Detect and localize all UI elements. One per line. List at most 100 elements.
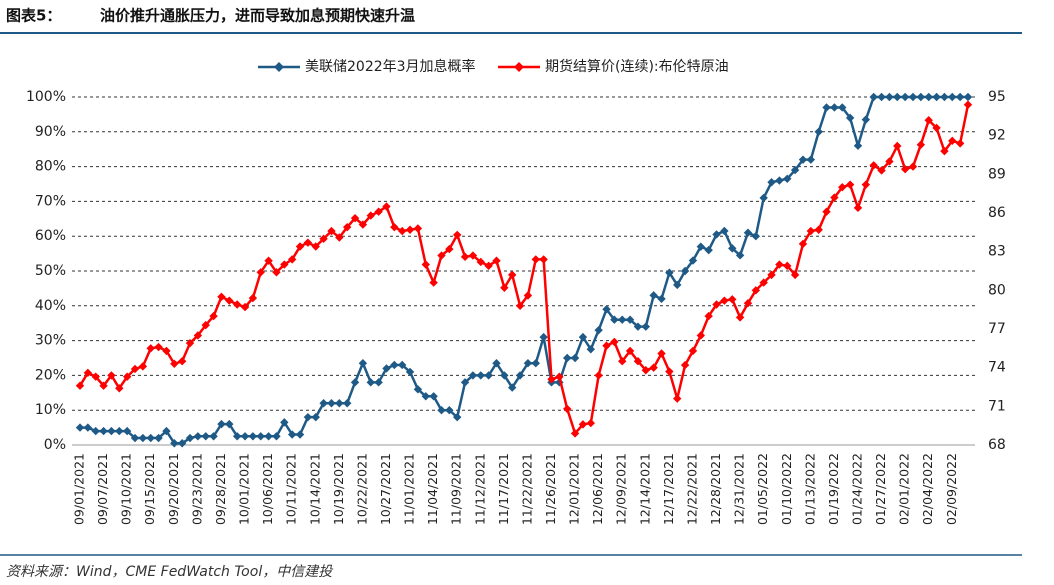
marker — [327, 399, 336, 408]
marker — [421, 392, 430, 401]
marker — [602, 305, 611, 314]
marker — [366, 378, 375, 387]
y2-tick-label: 77 — [988, 321, 1006, 337]
x-tick-label: 12/14/2021 — [637, 453, 652, 525]
marker — [594, 325, 603, 335]
marker — [162, 346, 171, 356]
marker — [688, 256, 698, 265]
marker — [287, 430, 297, 439]
marker — [610, 315, 619, 324]
marker — [107, 426, 116, 436]
y-tick-label: 0% — [44, 437, 66, 453]
marker — [735, 313, 745, 322]
x-tick-label: 02/01/2022 — [897, 453, 912, 525]
marker — [177, 357, 187, 366]
x-tick-label: 10/19/2021 — [331, 453, 346, 525]
marker — [751, 286, 761, 295]
x-tick-label: 11/01/2021 — [402, 453, 417, 525]
marker — [225, 419, 234, 429]
x-tick-label: 12/06/2021 — [590, 453, 605, 525]
marker — [185, 433, 195, 443]
marker — [209, 432, 218, 441]
marker — [366, 211, 375, 220]
legend-label: 期货结算价(连续):布伦特原油 — [545, 58, 729, 75]
marker — [209, 311, 218, 321]
marker — [146, 344, 155, 353]
x-tick-label: 09/15/2021 — [142, 453, 157, 525]
marker — [122, 426, 132, 436]
marker — [531, 359, 540, 368]
marker — [75, 423, 85, 432]
marker — [539, 332, 548, 342]
legend-marker — [274, 62, 284, 72]
marker — [955, 139, 965, 148]
marker — [272, 268, 281, 277]
marker — [657, 349, 666, 358]
marker — [806, 226, 816, 236]
marker — [900, 164, 910, 174]
marker — [264, 432, 273, 441]
marker — [806, 155, 816, 164]
marker — [610, 337, 619, 347]
marker — [665, 268, 674, 277]
marker — [963, 92, 973, 102]
marker — [885, 92, 894, 102]
x-tick-label: 01/05/2022 — [755, 453, 770, 525]
marker — [256, 268, 265, 277]
y2-tick-label: 80 — [988, 282, 1006, 298]
marker — [99, 426, 108, 436]
marker — [893, 141, 902, 151]
marker — [790, 270, 800, 280]
marker — [382, 364, 391, 373]
x-tick-label: 01/10/2022 — [779, 453, 794, 525]
marker — [280, 418, 289, 427]
marker — [618, 357, 627, 366]
x-tick-label: 11/22/2021 — [519, 453, 534, 525]
marker — [390, 222, 399, 232]
legend-label: 美联储2022年3月加息概率 — [305, 58, 476, 75]
marker — [500, 371, 509, 380]
legend-marker — [514, 62, 524, 72]
y2-tick-label: 89 — [988, 166, 1006, 182]
marker — [508, 270, 517, 280]
marker — [641, 322, 651, 331]
marker — [154, 342, 163, 352]
y2-tick-label: 83 — [988, 244, 1006, 260]
chart-title: 油价推升通胀压力，进而导致加息预期快速升温 — [100, 7, 415, 25]
x-tick-label: 11/17/2021 — [496, 453, 511, 525]
marker — [185, 338, 195, 348]
marker — [500, 283, 509, 292]
marker — [319, 234, 328, 243]
marker — [405, 225, 415, 234]
marker — [743, 299, 753, 308]
source: 资料来源：Wind，CME FedWatch Tool，中信建投 — [6, 564, 334, 580]
marker — [822, 207, 831, 216]
marker — [673, 394, 682, 403]
marker — [586, 418, 595, 428]
marker — [295, 430, 305, 439]
x-tick-label: 09/10/2021 — [119, 453, 134, 525]
marker — [924, 116, 933, 125]
x-tick-label: 10/01/2021 — [237, 453, 252, 525]
marker — [798, 155, 808, 164]
marker — [240, 302, 250, 312]
marker — [641, 366, 651, 375]
x-tick-label: 11/09/2021 — [449, 453, 464, 525]
marker — [405, 367, 415, 377]
marker — [342, 222, 352, 232]
marker — [696, 331, 706, 340]
marker — [743, 228, 753, 237]
marker — [955, 92, 965, 102]
marker — [720, 226, 729, 236]
marker — [154, 433, 163, 443]
marker — [625, 346, 635, 356]
marker — [657, 294, 666, 304]
y2-tick-label: 74 — [988, 360, 1006, 376]
marker — [712, 300, 721, 309]
marker — [531, 255, 540, 264]
marker — [885, 157, 894, 166]
x-tick-label: 11/04/2021 — [425, 453, 440, 525]
x-tick-label: 01/24/2022 — [849, 453, 864, 525]
marker — [460, 378, 470, 387]
marker — [932, 92, 941, 102]
